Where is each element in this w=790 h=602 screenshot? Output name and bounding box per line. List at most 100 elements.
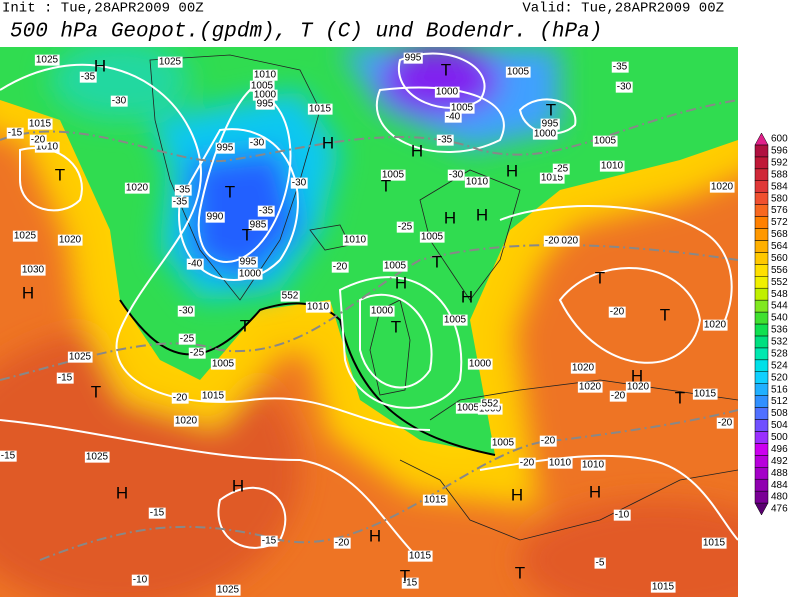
colorbar-label: 516 <box>771 384 788 395</box>
label-box <box>615 81 633 93</box>
temperature-label: -35 <box>259 206 274 217</box>
label-box <box>29 134 47 146</box>
colorbar-label: 548 <box>771 289 788 300</box>
geopotential-label: 552 <box>482 399 499 410</box>
label-box <box>380 169 406 181</box>
label-box <box>20 264 46 276</box>
label-box <box>177 305 195 317</box>
label-box <box>173 415 199 427</box>
valid-time: Valid: Tue,28APR2009 00Z <box>522 1 724 17</box>
label-box <box>290 177 308 189</box>
pressure-label: 1010 <box>36 142 59 153</box>
pressure-center: T <box>391 317 401 336</box>
label-box <box>238 256 258 268</box>
temperature-label: -25 <box>190 348 205 359</box>
label-box <box>333 537 351 549</box>
pressure-center: H <box>506 161 518 180</box>
label-box <box>215 584 241 596</box>
pressure-label: 1015 <box>29 119 52 130</box>
label-box <box>436 134 454 146</box>
label-box <box>342 234 368 246</box>
pressure-label: 990 <box>207 212 224 223</box>
pressure-center: H <box>589 482 601 501</box>
pressure-label: 995 <box>542 119 559 130</box>
temperature-label: -20 <box>335 538 350 549</box>
pressure-center: T <box>400 566 410 585</box>
pressure-center: T <box>675 388 685 407</box>
temperature-label: -15 <box>150 508 165 519</box>
temperature-label: -15 <box>58 373 73 384</box>
temperature-label: -15 <box>262 536 277 547</box>
label-box <box>552 163 570 175</box>
label-box <box>157 56 183 68</box>
temperature-label: -20 <box>173 393 188 404</box>
pressure-label: 1005 <box>492 438 515 449</box>
pressure-label: 1005 <box>382 170 405 181</box>
label-box <box>148 507 166 519</box>
colorbar-label: 552 <box>771 277 788 288</box>
pressure-center: T <box>225 182 235 201</box>
pressure-center: T <box>660 305 670 324</box>
label-box <box>210 358 236 370</box>
colorbar-cell <box>754 502 769 516</box>
pressure-label: 1005 <box>594 136 617 147</box>
cold-fields <box>50 47 560 300</box>
pressure-center: H <box>369 526 381 545</box>
label-box <box>174 184 192 196</box>
label-box <box>608 306 626 318</box>
label-box <box>12 230 38 242</box>
colorbar-cell <box>754 311 769 325</box>
label-box <box>6 127 24 139</box>
label-box <box>539 435 557 447</box>
temperature-label: -20 <box>545 236 560 247</box>
colorbar-label: 544 <box>771 301 788 312</box>
colorbar-label: 528 <box>771 348 788 359</box>
pressure-label: 1015 <box>694 389 717 400</box>
label-box <box>490 437 516 449</box>
label-box <box>280 290 300 302</box>
pressure-label: 1020 <box>627 382 650 393</box>
colorbar-label: 564 <box>771 241 788 252</box>
label-box <box>110 95 128 107</box>
colorbar-label: 492 <box>771 456 788 467</box>
colorbar-cell <box>754 264 769 277</box>
pressure-label: 1015 <box>309 104 332 115</box>
colorbar-label: 504 <box>771 420 788 431</box>
pressure-label: 1020 <box>175 416 198 427</box>
label-box <box>701 537 727 549</box>
temperature-label: -35 <box>81 72 96 83</box>
pressure-center: H <box>411 141 423 160</box>
pressure-label: 1025 <box>14 231 37 242</box>
colorbar-cell <box>754 252 769 265</box>
label-box <box>455 402 481 414</box>
label-box <box>650 581 676 593</box>
label-box <box>539 172 565 184</box>
pressure-label: 1020 <box>126 183 149 194</box>
colorbar-cell <box>754 431 769 444</box>
pressure-label: 1020 <box>704 320 727 331</box>
label-box <box>422 494 448 506</box>
colorbar: 4764804844884924965005045085125165205245… <box>754 132 788 516</box>
pressure-label: 1020 <box>579 382 602 393</box>
label-box <box>252 69 278 81</box>
colorbar-cell <box>754 240 769 253</box>
label-box <box>480 398 500 410</box>
colorbar-cell <box>754 323 769 337</box>
label-box <box>447 169 465 181</box>
pressure-label: 1000 <box>534 129 557 140</box>
label-box <box>131 574 149 586</box>
temperature-label: -40 <box>446 112 461 123</box>
temperature-label: -15 <box>403 578 418 589</box>
pressure-label: 1010 <box>307 302 330 313</box>
colorbar-cell <box>754 395 769 408</box>
pressure-center: T <box>91 382 101 401</box>
colorbar-cell <box>754 132 769 146</box>
colorbar-label: 540 <box>771 313 788 324</box>
temperature-label: -25 <box>398 222 413 233</box>
label-box <box>613 509 631 521</box>
temperature-label: -15 <box>1 451 16 462</box>
pressure-center: H <box>461 287 473 306</box>
temperature-label: -30 <box>179 306 194 317</box>
